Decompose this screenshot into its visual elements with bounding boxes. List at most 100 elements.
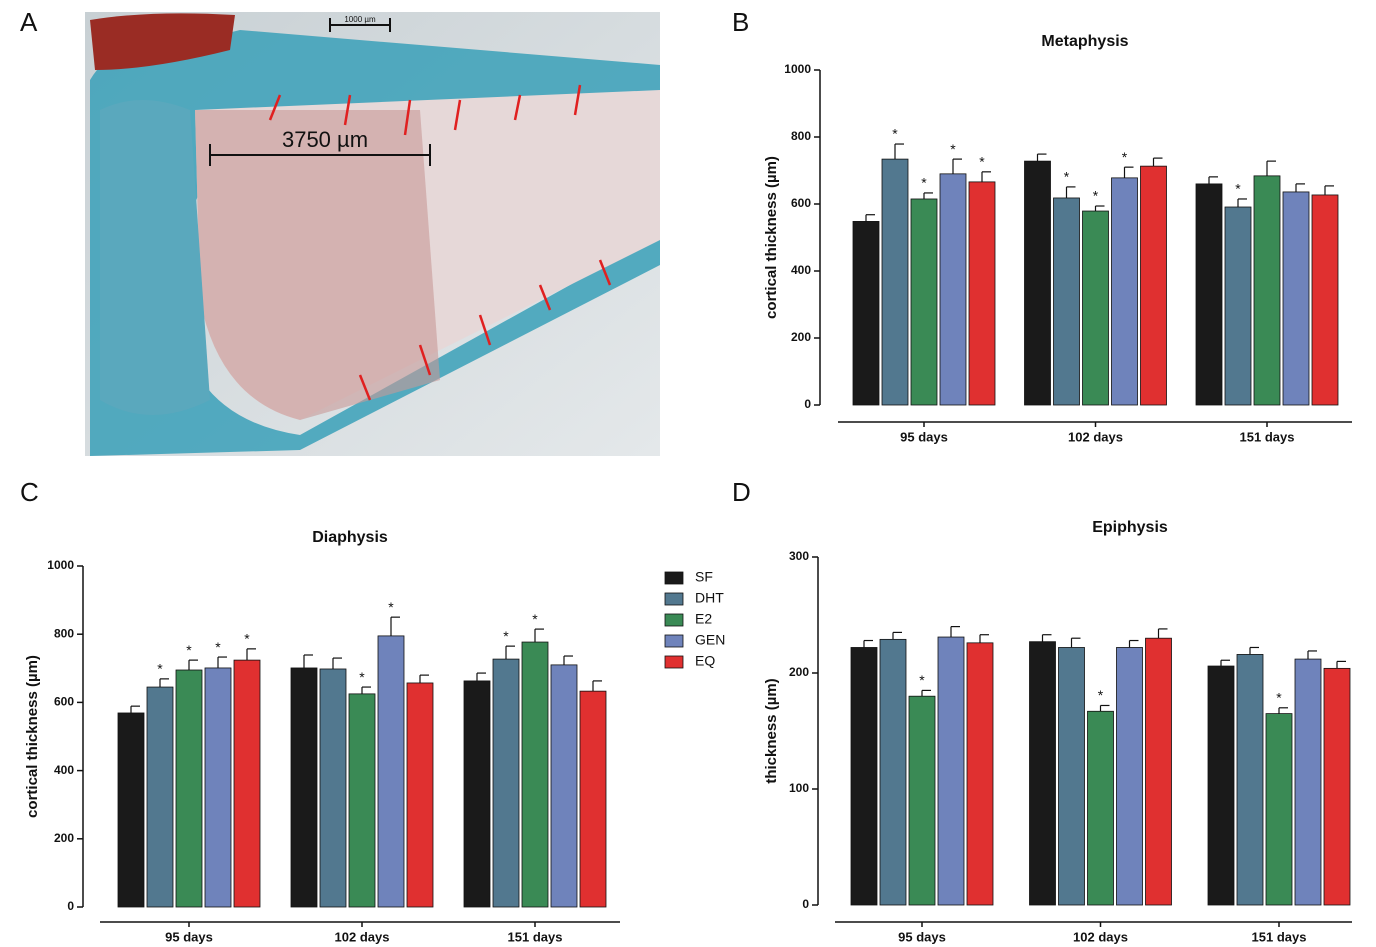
y-tick-label: 0 (802, 897, 809, 911)
bar (580, 691, 606, 907)
y-tick-label: 0 (804, 397, 811, 411)
significance-marker: * (532, 611, 538, 627)
bar (1112, 178, 1138, 405)
y-tick-label: 400 (791, 263, 811, 277)
bar (911, 199, 937, 405)
y-tick-label: 1000 (784, 62, 811, 76)
panel-label: C (20, 477, 39, 507)
bar (969, 182, 995, 405)
significance-marker: * (921, 175, 927, 191)
significance-marker: * (919, 672, 925, 688)
bar (1295, 659, 1321, 905)
micrograph: 1000 µm 3750 µm (85, 12, 660, 456)
significance-marker: * (950, 141, 956, 157)
bar (349, 694, 375, 907)
significance-marker: * (1276, 690, 1282, 706)
legend-label: GEN (695, 632, 725, 648)
y-axis-label: cortical thickness (µm) (763, 156, 780, 319)
y-tick-label: 200 (789, 665, 809, 679)
bar (1141, 166, 1167, 405)
y-tick-label: 400 (54, 763, 74, 777)
bar (1083, 211, 1109, 405)
bar (522, 642, 548, 907)
y-tick-label: 300 (789, 549, 809, 563)
y-tick-label: 100 (789, 781, 809, 795)
x-tick-label: 151 days (508, 929, 563, 944)
significance-marker: * (1064, 169, 1070, 185)
bar (1088, 711, 1114, 905)
bar (851, 647, 877, 905)
figure: 1000 µm 3750 µm A B C D Metaphysis cortic… (0, 0, 1376, 947)
bar (1196, 184, 1222, 405)
bar (1025, 161, 1051, 405)
bar (853, 221, 879, 405)
y-axis-label: thickness (µm) (763, 678, 780, 783)
chart-title: Metaphysis (1041, 33, 1128, 50)
measurement-label: 3750 µm (282, 127, 368, 152)
x-tick-label: 95 days (898, 929, 946, 944)
y-tick-label: 800 (791, 129, 811, 143)
x-tick-label: 102 days (1068, 429, 1123, 444)
legend-swatch (665, 635, 683, 647)
significance-marker: * (244, 631, 250, 647)
significance-marker: * (1098, 687, 1104, 703)
bar (1254, 176, 1280, 405)
x-tick-label: 102 days (335, 929, 390, 944)
x-tick-label: 151 days (1252, 929, 1307, 944)
bar (1266, 714, 1292, 905)
bar (378, 636, 404, 907)
bar (147, 687, 173, 907)
bar (938, 637, 964, 905)
bar (205, 668, 231, 907)
significance-marker: * (1235, 181, 1241, 197)
scale-bar-label: 1000 µm (344, 15, 376, 24)
bar (1054, 198, 1080, 405)
chart-title: Diaphysis (312, 529, 388, 546)
significance-marker: * (359, 669, 365, 685)
bar (1059, 647, 1085, 905)
legend-swatch (665, 614, 683, 626)
bar (493, 659, 519, 907)
legend-label: E2 (695, 611, 712, 627)
significance-marker: * (892, 126, 898, 142)
y-tick-label: 600 (791, 196, 811, 210)
significance-marker: * (503, 628, 509, 644)
bar (1030, 642, 1056, 905)
bar (551, 665, 577, 907)
chart-title: Epiphysis (1092, 519, 1168, 536)
bar (1283, 192, 1309, 405)
x-tick-label: 151 days (1240, 429, 1295, 444)
significance-marker: * (1122, 149, 1128, 165)
bar (967, 643, 993, 905)
panel-label: A (20, 7, 38, 37)
bar (118, 713, 144, 907)
legend-label: DHT (695, 590, 724, 606)
bar (320, 669, 346, 907)
x-tick-label: 95 days (900, 429, 948, 444)
significance-marker: * (388, 599, 394, 615)
bar (880, 639, 906, 905)
legend-swatch (665, 593, 683, 605)
significance-marker: * (979, 154, 985, 170)
bar (1208, 666, 1234, 905)
bar (882, 159, 908, 405)
bar (940, 174, 966, 405)
panel-label: D (732, 477, 751, 507)
y-tick-label: 1000 (47, 558, 74, 572)
panel-label: B (732, 7, 749, 37)
y-tick-label: 0 (67, 899, 74, 913)
legend-label: EQ (695, 653, 715, 669)
bar (464, 681, 490, 907)
bar (1324, 668, 1350, 905)
x-tick-label: 102 days (1073, 929, 1128, 944)
bar (176, 670, 202, 907)
legend-swatch (665, 572, 683, 584)
bar (291, 668, 317, 907)
x-tick-label: 95 days (165, 929, 213, 944)
significance-marker: * (1093, 188, 1099, 204)
y-tick-label: 200 (791, 330, 811, 344)
y-tick-label: 800 (54, 626, 74, 640)
bar (1146, 638, 1172, 905)
bar (234, 660, 260, 907)
bar (1237, 654, 1263, 905)
